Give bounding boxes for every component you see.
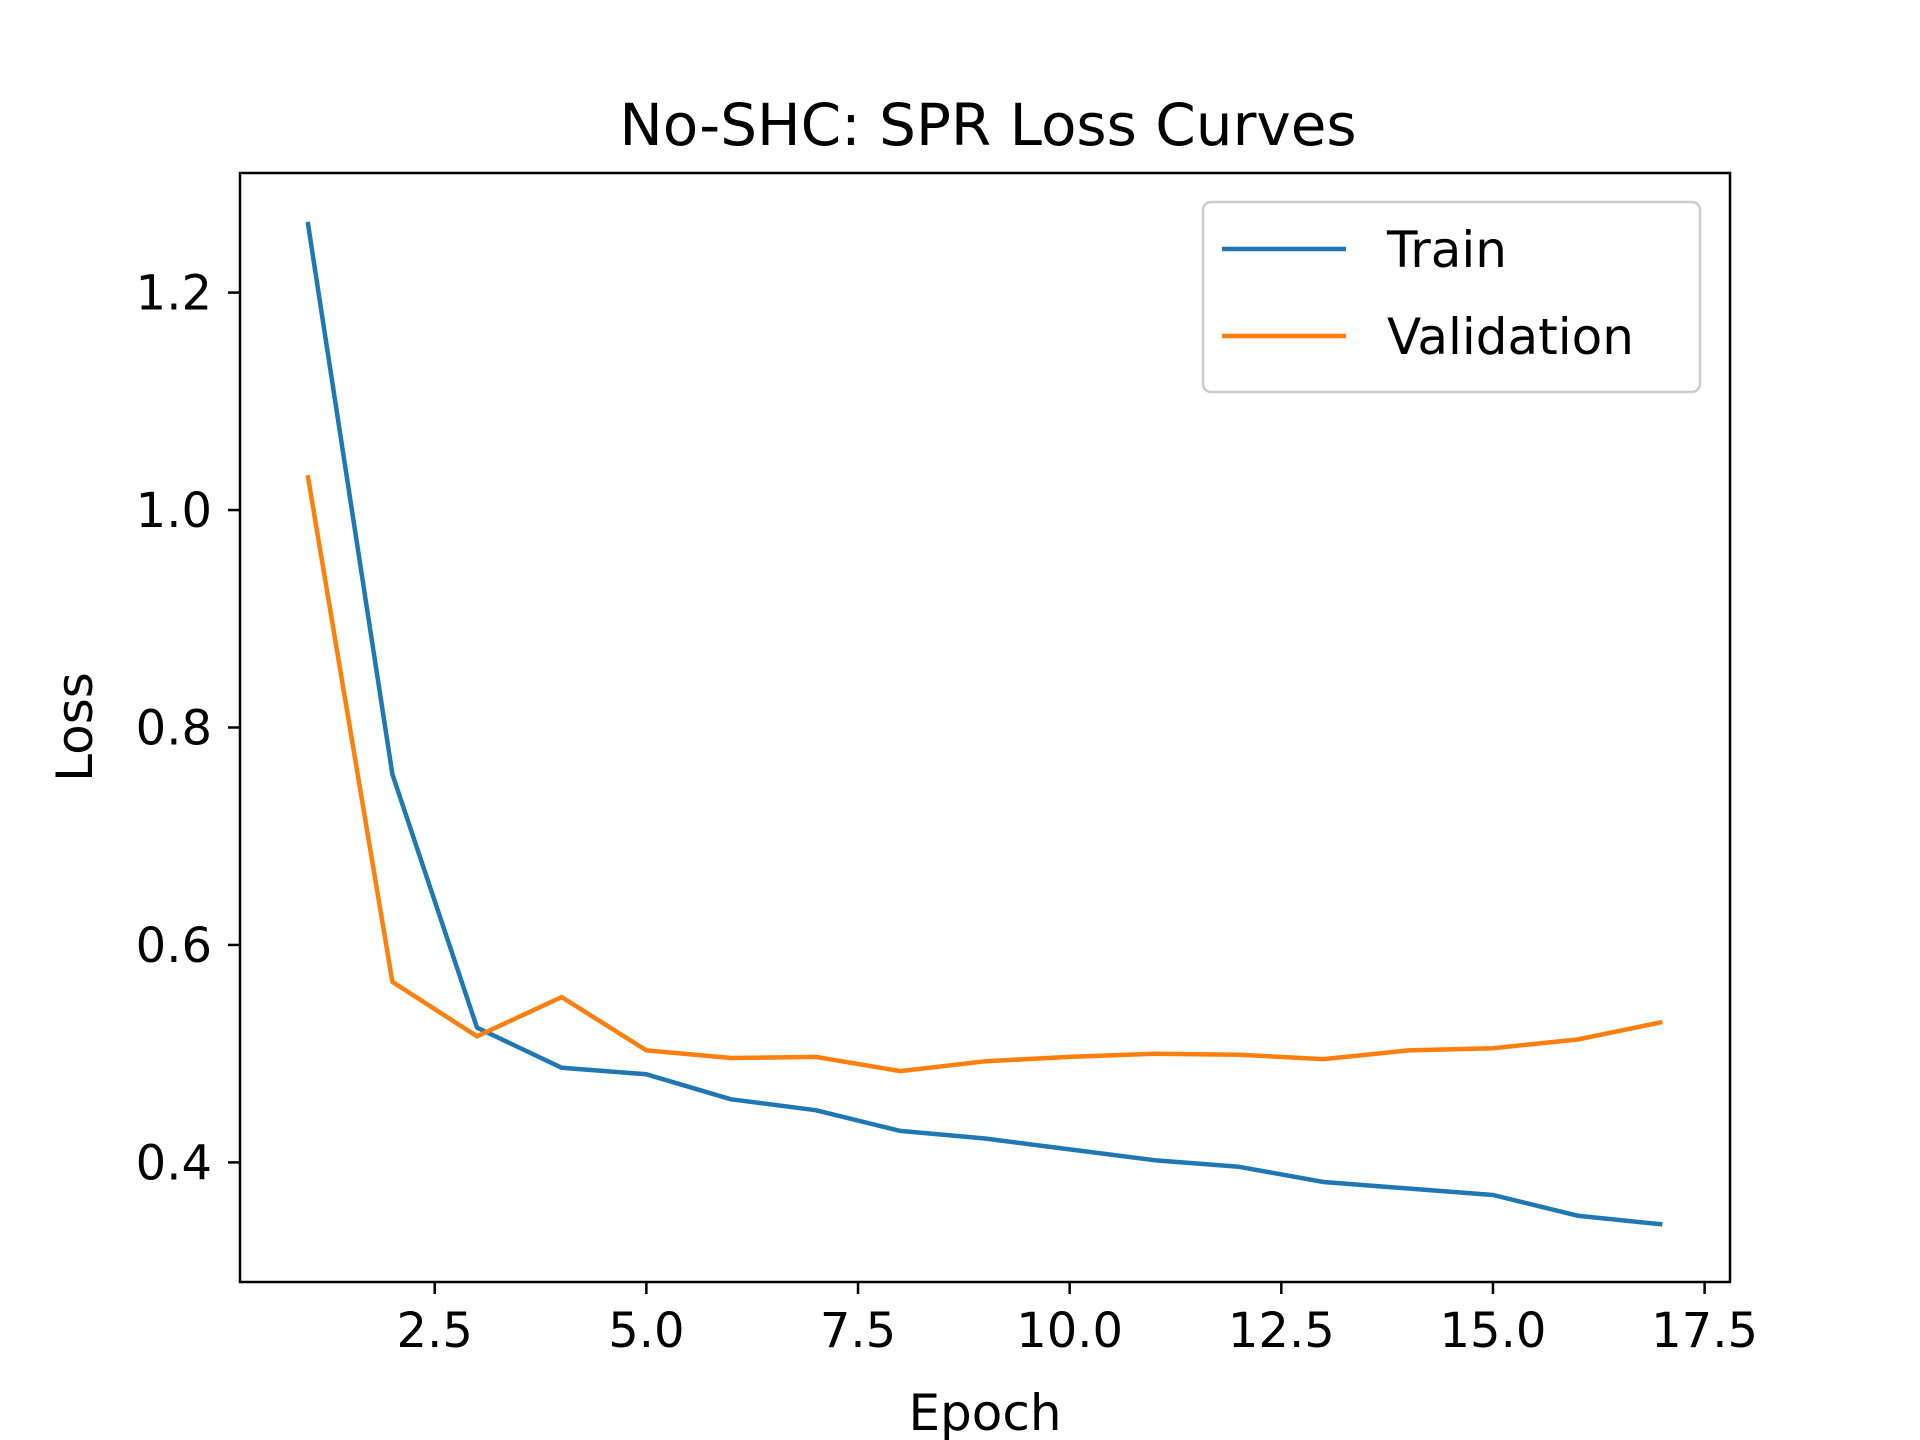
y-tick-label: 1.2 — [136, 266, 212, 322]
x-tick-label: 17.5 — [1651, 1303, 1758, 1359]
x-tick-label: 15.0 — [1440, 1303, 1547, 1359]
series-line-validation — [305, 474, 1663, 1074]
series-line-train — [305, 221, 1663, 1227]
legend-label-validation: Validation — [1387, 308, 1634, 366]
y-tick-label: 1.0 — [136, 483, 212, 539]
chart-title: No-SHC: SPR Loss Curves — [619, 91, 1356, 159]
y-tick-label: 0.4 — [136, 1135, 212, 1191]
y-axis-label: Loss — [46, 672, 104, 782]
legend: Train Validation — [1201, 200, 1702, 394]
x-tick-label: 7.5 — [820, 1303, 896, 1359]
x-tick-label: 10.0 — [1016, 1303, 1123, 1359]
legend-label-train: Train — [1386, 221, 1507, 279]
x-tick-label: 12.5 — [1228, 1303, 1335, 1359]
x-axis-ticks: 2.5 5.0 7.5 10.0 12.5 15.0 17.5 — [397, 1282, 1758, 1359]
plot-lines — [305, 221, 1663, 1227]
x-axis-label: Epoch — [908, 1384, 1061, 1440]
y-axis-ticks: 0.4 0.6 0.8 1.0 1.2 — [136, 266, 240, 1191]
x-tick-label: 2.5 — [397, 1303, 473, 1359]
y-tick-label: 0.8 — [136, 701, 212, 757]
y-tick-label: 0.6 — [136, 918, 212, 974]
x-tick-label: 5.0 — [608, 1303, 684, 1359]
